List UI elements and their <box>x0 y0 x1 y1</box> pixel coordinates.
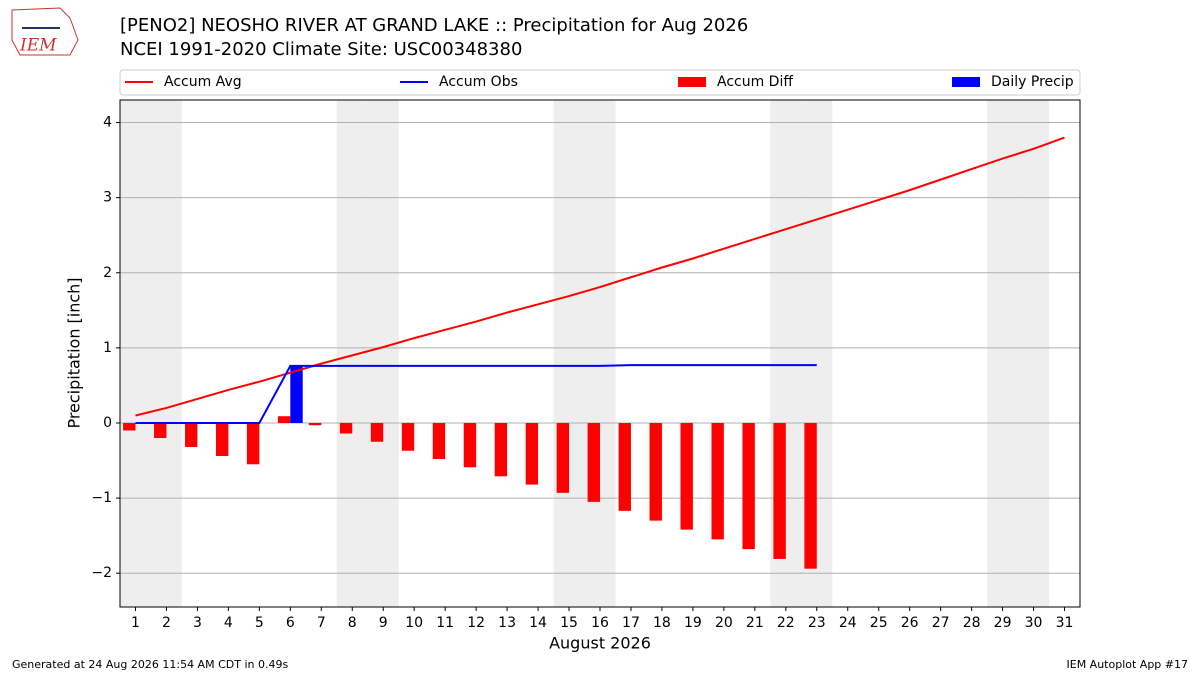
x-tick-label: 30 <box>1025 615 1043 631</box>
footer-left: Generated at 24 Aug 2026 11:54 AM CDT in… <box>12 658 288 671</box>
x-tick-label: 6 <box>286 615 295 631</box>
legend-label: Accum Diff <box>717 74 793 90</box>
x-tick-label: 5 <box>255 615 264 631</box>
bar <box>154 422 167 438</box>
y-tick-label: 3 <box>103 190 112 206</box>
x-tick-label: 27 <box>932 615 950 631</box>
bar <box>277 416 291 423</box>
x-tick-label: 8 <box>348 615 357 631</box>
bar <box>587 422 600 502</box>
bar <box>290 365 303 423</box>
x-tick-label: 4 <box>224 615 233 631</box>
weekend-shade <box>1018 100 1050 607</box>
bar <box>494 422 508 477</box>
y-axis-label: Precipitation [inch] <box>65 277 84 428</box>
x-tick-label: 31 <box>1056 615 1074 631</box>
x-tick-label: 24 <box>839 615 857 631</box>
bar <box>742 422 755 550</box>
bar <box>432 422 446 460</box>
x-tick-label: 9 <box>379 615 388 631</box>
bar <box>123 422 136 431</box>
x-axis-label: August 2026 <box>549 634 651 653</box>
x-tick-label: 26 <box>901 615 919 631</box>
x-tick-label: 2 <box>162 615 171 631</box>
y-tick-label: 1 <box>103 340 112 356</box>
legend-swatch <box>952 77 980 87</box>
y-tick-label: −2 <box>91 565 112 581</box>
x-tick-label: 13 <box>498 615 516 631</box>
weekend-shade <box>367 100 399 607</box>
x-tick-label: 12 <box>467 615 485 631</box>
x-tick-label: 29 <box>994 615 1012 631</box>
logo-text: IEM <box>19 36 57 56</box>
weekend-shade <box>584 100 616 607</box>
weekend-shade <box>150 100 182 607</box>
bar <box>680 422 693 530</box>
y-tick-label: 4 <box>103 115 112 131</box>
x-tick-label: 15 <box>560 615 578 631</box>
logo: IEM <box>11 7 79 56</box>
bar <box>370 422 384 442</box>
y-tick-label: 2 <box>103 265 112 281</box>
legend-swatch <box>678 77 706 87</box>
line <box>135 364 817 424</box>
legend-label: Accum Avg <box>164 74 242 90</box>
bar <box>804 422 817 569</box>
x-tick-label: 17 <box>622 615 640 631</box>
bar <box>556 422 570 493</box>
y-tick-label: −1 <box>91 490 112 506</box>
line <box>135 136 1065 417</box>
plot-frame <box>119 99 1081 608</box>
bar <box>246 422 260 465</box>
x-tick-label: 10 <box>405 615 423 631</box>
bar <box>618 422 631 511</box>
bar <box>185 422 198 448</box>
y-tick-label: 0 <box>103 415 112 431</box>
bar <box>773 422 786 559</box>
bar <box>308 422 322 426</box>
x-tick-label: 19 <box>684 615 702 631</box>
x-tick-label: 18 <box>653 615 671 631</box>
x-tick-label: 7 <box>317 615 326 631</box>
x-tick-label: 22 <box>777 615 795 631</box>
bar <box>463 422 477 468</box>
chart-title: [PENO2] NEOSHO RIVER AT GRAND LAKE :: Pr… <box>120 15 748 36</box>
x-tick-label: 11 <box>436 615 454 631</box>
legend-label: Daily Precip <box>991 74 1074 90</box>
weekend-shade <box>120 100 151 607</box>
x-tick-label: 3 <box>193 615 202 631</box>
bar <box>711 422 724 540</box>
x-tick-label: 28 <box>963 615 981 631</box>
footer-right: IEM Autoplot App #17 <box>1067 658 1189 671</box>
x-tick-label: 21 <box>746 615 764 631</box>
x-tick-label: 14 <box>529 615 547 631</box>
bar <box>216 422 229 457</box>
bar <box>401 422 415 451</box>
bar <box>339 422 353 434</box>
bar <box>649 422 662 521</box>
logo-outline <box>11 7 79 56</box>
x-tick-label: 20 <box>715 615 733 631</box>
x-tick-label: 16 <box>591 615 609 631</box>
weekend-shade <box>987 100 1019 607</box>
chart-subtitle: NCEI 1991-2020 Climate Site: USC00348380 <box>120 39 522 60</box>
legend-label: Accum Obs <box>439 74 518 90</box>
bar <box>525 422 539 485</box>
weekend-shade <box>553 100 585 607</box>
x-tick-label: 1 <box>131 615 140 631</box>
x-tick-label: 25 <box>870 615 888 631</box>
legend-box <box>119 69 1081 96</box>
x-tick-label: 23 <box>808 615 826 631</box>
